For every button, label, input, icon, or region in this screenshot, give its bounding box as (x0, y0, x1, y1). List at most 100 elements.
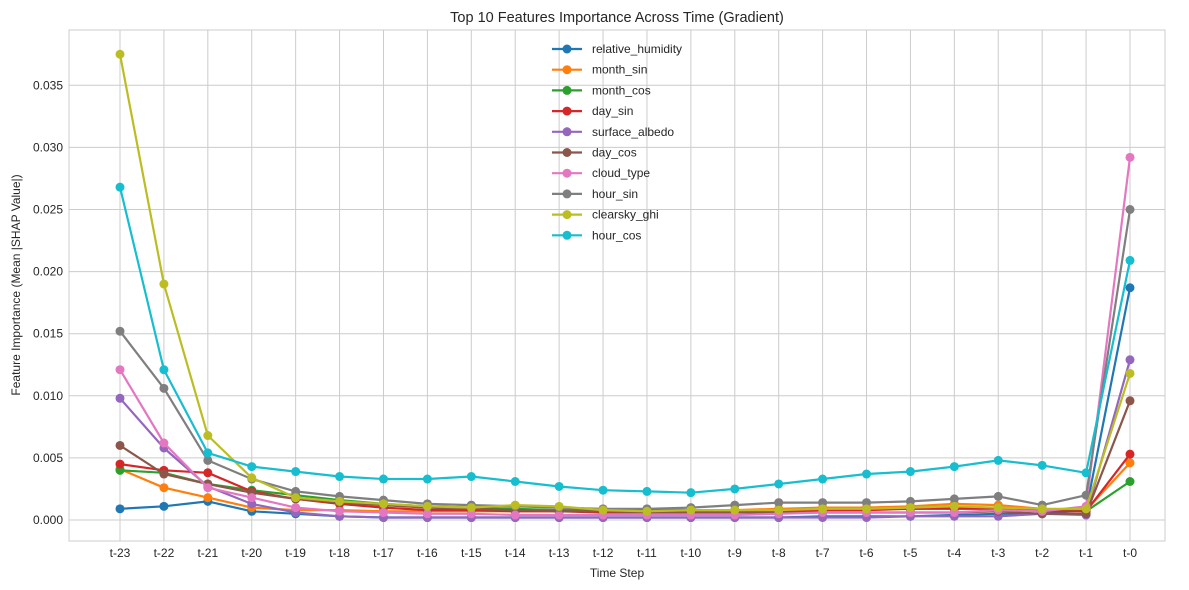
data-point-marker (159, 279, 169, 289)
data-point-marker (1125, 355, 1135, 365)
data-point-marker (159, 383, 169, 393)
legend-label: month_cos (592, 83, 651, 97)
data-point-marker (1037, 460, 1047, 470)
data-point-marker (774, 479, 784, 489)
x-tick-label: t-11 (637, 546, 657, 560)
legend-label: day_cos (592, 146, 637, 160)
data-point-marker (335, 506, 345, 516)
series-line (118, 54, 1132, 513)
data-point-marker (335, 472, 345, 482)
data-point-marker (949, 494, 959, 504)
data-point-marker (115, 49, 125, 59)
data-point-marker (730, 484, 740, 494)
data-point-marker (335, 496, 345, 506)
legend-item-hour-cos: hour_cos (552, 228, 641, 242)
data-point-marker (291, 467, 301, 477)
data-point-marker (422, 474, 432, 484)
data-point-marker (510, 500, 520, 510)
data-point-marker (203, 431, 213, 441)
data-point-marker (1081, 504, 1091, 514)
series-line (119, 359, 1132, 519)
data-point-marker (378, 474, 388, 484)
legend-label: clearsky_ghi (592, 208, 659, 222)
legend-item-day-cos: day_cos (552, 146, 637, 160)
data-point-marker (115, 459, 125, 469)
x-tick-label: t-4 (947, 546, 961, 560)
data-point-marker (554, 510, 564, 520)
y-tick-label: 0.025 (33, 203, 63, 217)
data-point-marker (993, 455, 1003, 465)
x-tick-label: t-15 (461, 546, 482, 560)
data-point-marker (1125, 283, 1135, 293)
legend-label: surface_albedo (592, 125, 674, 139)
data-point-marker (510, 476, 520, 486)
data-point-marker (862, 469, 872, 479)
data-point-marker (247, 462, 257, 472)
series-line (118, 186, 1132, 494)
legend-label: day_sin (592, 104, 633, 118)
data-point-marker (159, 365, 169, 375)
series-layer (115, 49, 1135, 523)
y-tick-label: 0.000 (33, 513, 63, 527)
data-point-marker (378, 499, 388, 509)
x-tick-label: t-9 (728, 546, 742, 560)
series-clearsky-ghi (115, 49, 1135, 516)
data-point-marker (510, 510, 520, 520)
data-point-marker (730, 505, 740, 515)
x-tick-label: t-6 (860, 546, 874, 560)
x-tick-label: t-12 (593, 546, 614, 560)
legend-label: month_sin (592, 63, 647, 77)
x-tick-label: t-17 (373, 546, 394, 560)
series-line (119, 157, 1132, 517)
y-tick-label: 0.010 (33, 389, 63, 403)
data-point-marker (247, 473, 257, 483)
data-point-marker (905, 503, 915, 513)
x-tick-label: t-5 (903, 546, 917, 560)
legend-marker (562, 127, 572, 137)
legend-item-month-cos: month_cos (552, 83, 651, 97)
y-axis-ticks: 0.000 0.005 0.010 0.015 0.020 0.025 0.030 0.035 (33, 78, 63, 527)
data-point-marker (993, 491, 1003, 501)
data-point-marker (1125, 476, 1135, 486)
x-tick-label: t-18 (329, 546, 350, 560)
data-point-marker (115, 465, 125, 475)
data-point-marker (1081, 490, 1091, 500)
series-line (119, 209, 1132, 510)
data-point-marker (818, 498, 828, 508)
y-tick-label: 0.015 (33, 327, 63, 341)
legend-label: relative_humidity (592, 42, 682, 56)
legend-marker (562, 189, 572, 199)
data-point-marker (115, 504, 125, 514)
legend-marker (562, 106, 572, 116)
data-point-marker (291, 486, 301, 496)
data-point-marker (1125, 152, 1135, 162)
data-point-marker (422, 501, 432, 511)
data-point-marker (466, 509, 476, 519)
x-tick-label: t-22 (154, 546, 175, 560)
data-point-marker (247, 493, 257, 503)
legend: relative_humidity month_sin month_cos day_s… (552, 42, 682, 242)
data-point-marker (1037, 504, 1047, 514)
data-point-marker (115, 182, 125, 192)
data-point-marker (905, 467, 915, 477)
data-point-marker (862, 504, 872, 514)
data-point-marker (642, 506, 652, 516)
data-point-marker (554, 481, 564, 491)
y-axis-label: Feature Importance (Mean |SHAP Value|) (9, 174, 23, 395)
data-point-marker (1125, 449, 1135, 459)
legend-label: hour_sin (592, 187, 638, 201)
data-point-marker (1125, 396, 1135, 406)
x-tick-label: t-7 (816, 546, 830, 560)
data-point-marker (554, 501, 564, 511)
x-tick-label: t-20 (241, 546, 262, 560)
data-point-marker (115, 326, 125, 336)
data-point-marker (203, 483, 213, 493)
legend-item-relative-humidity: relative_humidity (552, 42, 682, 56)
x-tick-label: t-19 (285, 546, 306, 560)
data-point-marker (203, 468, 213, 478)
legend-marker (562, 44, 572, 54)
data-point-marker (1125, 368, 1135, 378)
data-point-marker (203, 455, 213, 465)
x-tick-label: t-1 (1079, 546, 1093, 560)
